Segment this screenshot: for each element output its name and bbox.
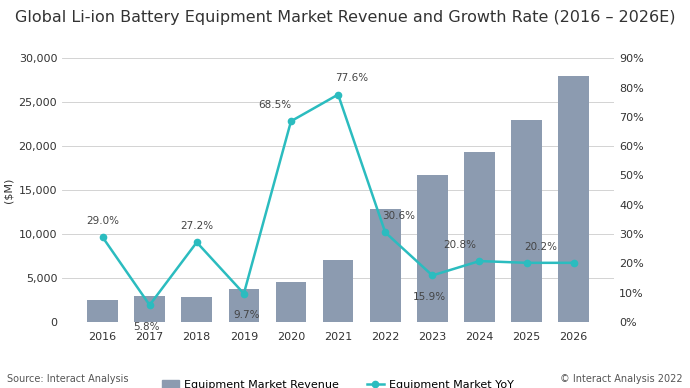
Text: © Interact Analysis 2022: © Interact Analysis 2022	[560, 374, 683, 384]
Bar	[464, 152, 495, 322]
Bar	[323, 260, 353, 322]
Bar	[558, 76, 589, 322]
Bar	[417, 175, 448, 322]
Bar	[276, 282, 306, 322]
Bar	[228, 289, 259, 322]
Text: 29.0%: 29.0%	[86, 216, 119, 226]
Bar	[135, 296, 165, 322]
Text: 77.6%: 77.6%	[335, 73, 368, 83]
Text: 20.8%: 20.8%	[444, 240, 477, 250]
Legend: Equipment Market Revenue, Equipment Market YoY: Equipment Market Revenue, Equipment Mark…	[158, 375, 518, 388]
Bar	[181, 298, 212, 322]
Text: 30.6%: 30.6%	[383, 211, 415, 221]
Bar	[370, 210, 400, 322]
Y-axis label: ($M): ($M)	[3, 177, 13, 203]
Text: 68.5%: 68.5%	[258, 100, 291, 110]
Text: Source: Interact Analysis: Source: Interact Analysis	[7, 374, 128, 384]
Bar	[87, 300, 118, 322]
Text: 27.2%: 27.2%	[180, 221, 213, 231]
Text: Global Li-ion Battery Equipment Market Revenue and Growth Rate (2016 – 2026E): Global Li-ion Battery Equipment Market R…	[14, 10, 676, 25]
Bar	[511, 120, 542, 322]
Text: 5.8%: 5.8%	[134, 322, 160, 332]
Text: 9.7%: 9.7%	[233, 310, 260, 320]
Text: 15.9%: 15.9%	[413, 292, 446, 302]
Text: 20.2%: 20.2%	[524, 242, 557, 252]
